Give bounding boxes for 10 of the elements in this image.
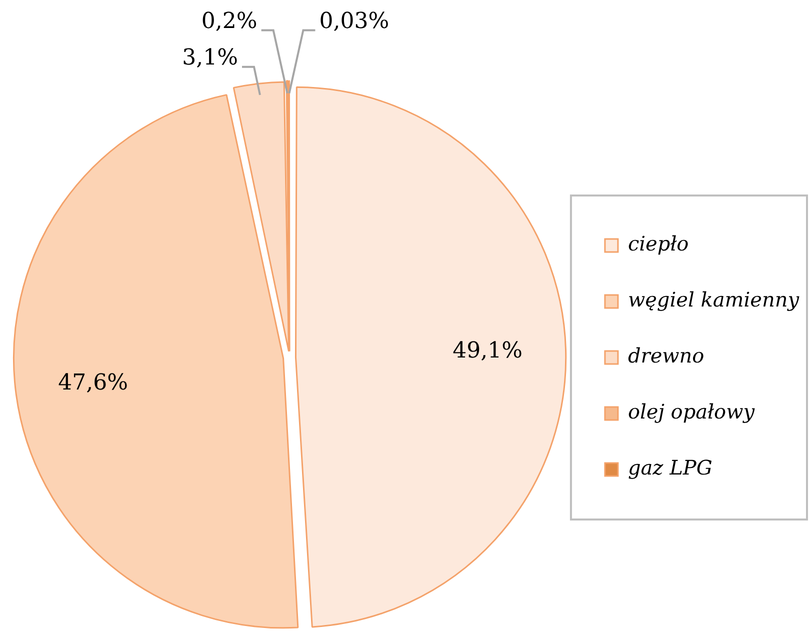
legend-label: ciepło xyxy=(628,232,689,256)
data-label: 49,1% xyxy=(452,338,523,364)
data-label: 0,03% xyxy=(319,8,390,34)
data-label: 0,2% xyxy=(201,8,258,34)
legend-label: węgiel kamienny xyxy=(628,288,800,312)
legend-label: olej opałowy xyxy=(628,400,756,424)
data-label: 3,1% xyxy=(182,46,238,71)
legend-label: gaz LPG xyxy=(628,456,712,480)
data-label: 47,6% xyxy=(58,370,128,396)
legend-label: drewno xyxy=(628,344,704,368)
